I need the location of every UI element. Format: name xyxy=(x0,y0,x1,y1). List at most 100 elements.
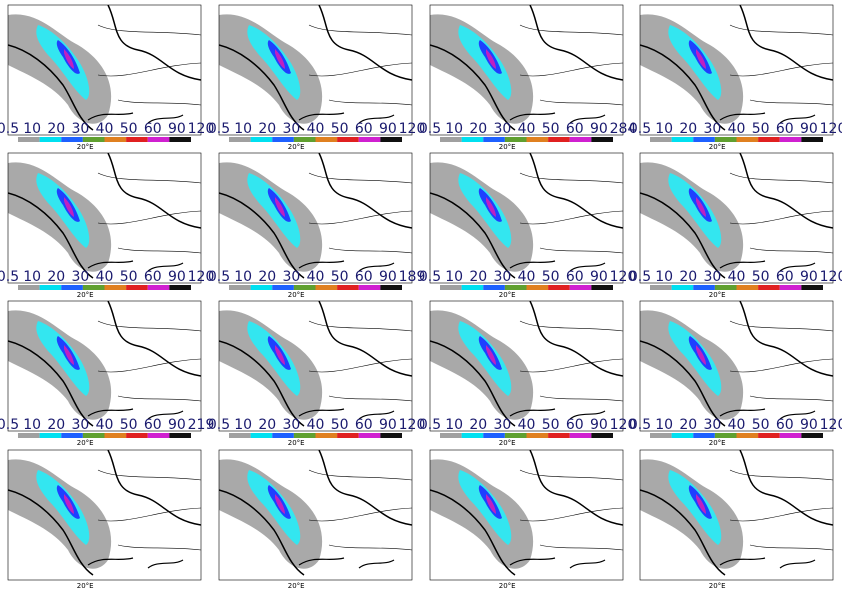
colorbar-label: 40 xyxy=(518,269,536,285)
colorbar-label: 120 xyxy=(399,417,426,433)
map-frame xyxy=(639,300,834,432)
colorbar-swatch xyxy=(104,285,127,290)
colorbar-label: 10 xyxy=(655,417,673,433)
colorbar-swatch xyxy=(126,285,148,290)
colorbar-label: 40 xyxy=(518,121,536,137)
colorbar-swatch xyxy=(693,137,715,142)
colorbar-label: 30 xyxy=(282,417,300,433)
map-field xyxy=(430,450,623,576)
colorbar-swatch xyxy=(779,433,802,438)
colorbar-label: 40 xyxy=(728,417,746,433)
colorbar-swatch xyxy=(569,433,592,438)
lon-label: 20°E xyxy=(77,439,94,447)
lon-label: 20°E xyxy=(709,143,726,151)
lon-label: 20°E xyxy=(709,439,726,447)
colorbar-label: 20 xyxy=(469,121,487,137)
colorbar-swatch xyxy=(591,285,613,290)
colorbar-swatch xyxy=(82,137,105,142)
colorbar-swatch xyxy=(18,137,40,142)
colorbar-swatch xyxy=(337,433,359,438)
map-frame xyxy=(639,449,834,581)
map-frame xyxy=(639,152,834,284)
colorbar-label: 20 xyxy=(679,417,697,433)
colorbar-swatch xyxy=(61,285,83,290)
lon-label: 20°E xyxy=(77,143,94,151)
map-frame xyxy=(639,4,834,136)
map-frame xyxy=(218,4,413,136)
map-frame xyxy=(218,152,413,284)
colorbar-label: 40 xyxy=(728,121,746,137)
colorbar-label: 20 xyxy=(258,417,276,433)
colorbar-swatch xyxy=(526,433,549,438)
colorbar-label: 10 xyxy=(234,121,252,137)
colorbar-swatch xyxy=(693,433,715,438)
colorbar-label: 10 xyxy=(23,417,41,433)
colorbar-label: 90 xyxy=(800,417,818,433)
map-field xyxy=(640,450,833,576)
colorbar-swatch xyxy=(293,285,316,290)
colorbar-label: 189 xyxy=(399,269,426,285)
colorbar-label: 30 xyxy=(71,121,89,137)
colorbar-label: 50 xyxy=(120,269,138,285)
colorbar-label: 284 xyxy=(610,121,637,137)
map-field xyxy=(640,5,833,131)
colorbar-label: 50 xyxy=(331,269,349,285)
map-field xyxy=(640,301,833,427)
colorbar-swatch xyxy=(293,137,316,142)
colorbar-label: 40 xyxy=(307,269,325,285)
map-field xyxy=(219,153,412,279)
colorbar-label: 90 xyxy=(800,269,818,285)
colorbar-label: 0.5 xyxy=(208,269,230,285)
colorbar-label: 10 xyxy=(234,269,252,285)
map-frame xyxy=(7,4,202,136)
colorbar-swatch xyxy=(758,137,780,142)
colorbar-label: 50 xyxy=(331,417,349,433)
colorbar-label: 50 xyxy=(752,121,770,137)
colorbar-label: 90 xyxy=(800,121,818,137)
lon-label: 20°E xyxy=(499,143,516,151)
colorbar-label: 10 xyxy=(23,121,41,137)
colorbar-swatch xyxy=(526,285,549,290)
colorbar-label: 120 xyxy=(610,417,637,433)
map-panel: 0.5 10 20 30 40 50 60 90 120 20°E xyxy=(629,4,842,151)
colorbar-swatch xyxy=(315,285,338,290)
colorbar-label: 30 xyxy=(493,269,511,285)
colorbar-swatch xyxy=(569,285,592,290)
colorbar-label: 60 xyxy=(566,121,584,137)
colorbar-label: 20 xyxy=(469,417,487,433)
colorbar-label: 90 xyxy=(168,417,186,433)
colorbar-label: 50 xyxy=(120,121,138,137)
colorbar-swatch xyxy=(504,433,527,438)
colorbar-swatch xyxy=(293,433,316,438)
colorbar-swatch xyxy=(337,137,359,142)
colorbar-label: 90 xyxy=(379,269,397,285)
colorbar-swatch xyxy=(693,285,715,290)
colorbar-label: 219 xyxy=(188,417,215,433)
colorbar-label: 50 xyxy=(752,269,770,285)
colorbar-label: 10 xyxy=(655,269,673,285)
colorbar-label: 10 xyxy=(23,269,41,285)
lon-label: 20°E xyxy=(499,291,516,299)
colorbar-swatch xyxy=(147,137,170,142)
colorbar-swatch xyxy=(504,285,527,290)
colorbar-label: 60 xyxy=(355,121,373,137)
map-frame xyxy=(429,4,624,136)
colorbar-label: 10 xyxy=(655,121,673,137)
colorbar-swatch xyxy=(272,137,294,142)
colorbar-label: 60 xyxy=(144,269,162,285)
map-field xyxy=(219,301,412,427)
colorbar-label: 90 xyxy=(379,121,397,137)
colorbar-label: 90 xyxy=(168,269,186,285)
map-frame xyxy=(429,300,624,432)
lon-label: 20°E xyxy=(288,291,305,299)
colorbar-label: 30 xyxy=(703,417,721,433)
colorbar-swatch xyxy=(591,433,613,438)
colorbar-swatch xyxy=(358,433,381,438)
colorbar-swatch xyxy=(526,137,549,142)
colorbar-swatch xyxy=(440,285,462,290)
map-field xyxy=(8,153,201,279)
colorbar-label: 90 xyxy=(590,417,608,433)
colorbar-swatch xyxy=(504,137,527,142)
map-panel: 0.5 10 20 30 40 50 60 90 120 20°E xyxy=(419,152,636,299)
colorbar-swatch xyxy=(591,137,613,142)
